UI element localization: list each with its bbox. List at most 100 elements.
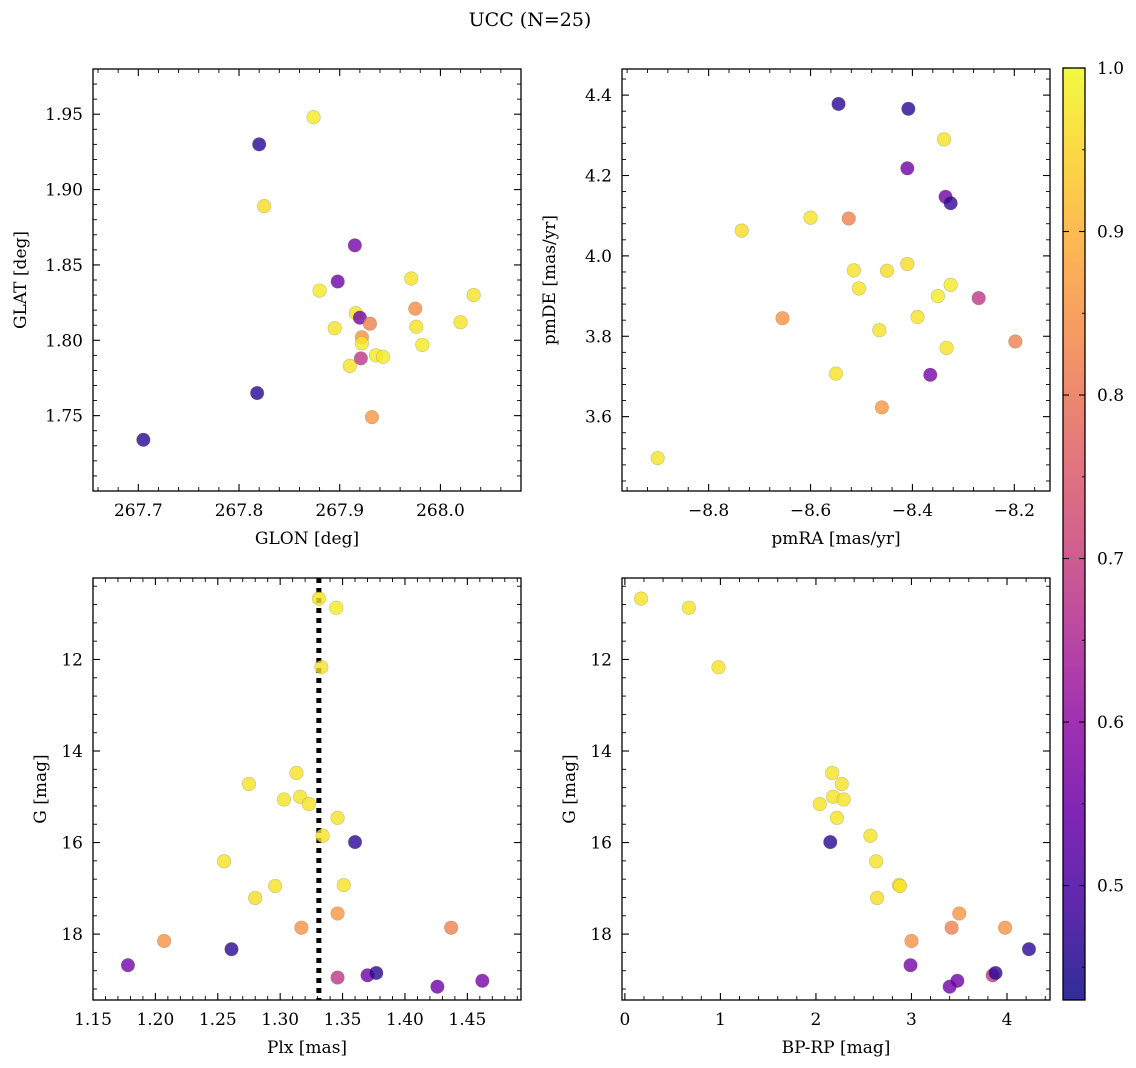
data-point (634, 591, 649, 606)
data-point (943, 196, 958, 211)
data-point (943, 277, 958, 292)
data-point (257, 199, 272, 214)
data-point (944, 920, 959, 935)
x-tick-label: 0 (619, 1010, 630, 1030)
x-tick-label: −8.2 (994, 501, 1035, 521)
y-tick-label: 12 (590, 650, 612, 670)
data-point (409, 319, 424, 334)
data-point (988, 965, 1003, 981)
y-tick-label: 16 (590, 834, 612, 854)
data-point (241, 776, 257, 792)
data-point (900, 161, 915, 176)
data-point (1021, 942, 1037, 957)
colorbar-tick-label: 0.7 (1097, 550, 1124, 570)
data-point (823, 834, 838, 850)
data-point (301, 797, 316, 812)
y-axis-label: GLAT [deg] (11, 231, 31, 329)
x-tick-label: 267.9 (315, 501, 364, 521)
y-tick-label: 14 (61, 742, 83, 762)
data-point (872, 323, 887, 338)
data-point (312, 283, 327, 298)
y-tick-label: 4.2 (585, 167, 612, 187)
data-point (136, 432, 151, 447)
data-point (314, 660, 329, 675)
data-point (831, 96, 846, 112)
data-point (952, 906, 967, 921)
y-axis-label: G [mag] (560, 754, 580, 823)
y-tick-label: 1.80 (45, 331, 83, 351)
data-point (904, 933, 919, 949)
plot-frame (92, 68, 522, 492)
y-tick-label: 4.0 (585, 247, 612, 267)
data-point (248, 890, 263, 906)
x-tick-label: 4 (1002, 1010, 1013, 1030)
x-tick-label: 1.15 (74, 1010, 112, 1030)
x-tick-label: 3 (906, 1010, 917, 1030)
data-point (869, 854, 884, 869)
data-point (404, 271, 419, 286)
data-point (294, 920, 309, 935)
data-point (353, 351, 368, 366)
data-point (252, 137, 267, 152)
data-point (711, 660, 726, 675)
data-point (997, 920, 1013, 935)
data-point (352, 310, 367, 325)
x-tick-label: 2 (811, 1010, 822, 1030)
data-point (369, 965, 384, 981)
data-point (466, 287, 481, 303)
data-point (879, 263, 895, 278)
data-point (430, 979, 445, 994)
y-tick-label: 1.75 (45, 407, 83, 427)
x-tick-label: 267.7 (114, 501, 163, 521)
y-tick-label: 1.95 (45, 105, 83, 125)
data-point (971, 290, 986, 306)
data-point (347, 238, 362, 253)
panel-top-left: 267.7 267.8 267.9 268.0 1.75 1.80 1.85 1.90 1.95… (11, 68, 522, 549)
x-axis-label: pmRA [mas/yr] (771, 529, 900, 549)
data-point (923, 367, 938, 382)
data-point (775, 311, 790, 326)
data-point (812, 797, 827, 812)
data-point (329, 600, 344, 615)
y-tick-label: 18 (590, 925, 612, 945)
data-point (874, 400, 889, 415)
colorbar: 0.5 0.6 0.7 0.8 0.9 1.0 (1062, 59, 1124, 1001)
y-axis-label: pmDE [mas/yr] (540, 215, 560, 345)
x-tick-label: 1.40 (386, 1010, 424, 1030)
data-point (268, 878, 283, 894)
data-point (362, 316, 378, 331)
data-point (734, 223, 749, 238)
data-point (315, 828, 330, 843)
data-point (892, 878, 908, 894)
data-point (841, 211, 856, 226)
y-tick-label: 12 (61, 650, 83, 670)
x-tick-label: 1.45 (448, 1010, 486, 1030)
data-point (910, 309, 925, 325)
data-point (330, 906, 345, 921)
data-point (1008, 334, 1023, 349)
figure-title: UCC (N=25) (469, 9, 592, 31)
y-tick-label: 16 (61, 834, 83, 854)
data-point (364, 410, 380, 425)
data-point (828, 366, 844, 381)
data-point (863, 828, 878, 843)
y-tick-label: 1.85 (45, 256, 83, 276)
x-tick-label: 268.0 (416, 501, 465, 521)
data-point (936, 132, 952, 147)
x-axis-label: BP-RP [mag] (782, 1038, 891, 1058)
data-point (330, 274, 345, 289)
data-point (930, 288, 946, 304)
panel-top-right: −8.8 −8.6 −8.4 −8.2 3.6 3.8 4.0 4.2 4.4 pmRA [mas… (540, 68, 1051, 549)
data-point (415, 337, 430, 352)
data-point (289, 765, 304, 781)
plot-frame (92, 577, 522, 1001)
data-point (347, 834, 363, 850)
data-point (939, 340, 954, 356)
x-tick-label: −8.4 (892, 501, 933, 521)
data-point (330, 970, 345, 985)
data-point (829, 810, 845, 825)
data-point (327, 321, 342, 336)
colorbar-bar (1062, 67, 1086, 1001)
data-point (825, 765, 840, 781)
data-point (250, 385, 265, 401)
